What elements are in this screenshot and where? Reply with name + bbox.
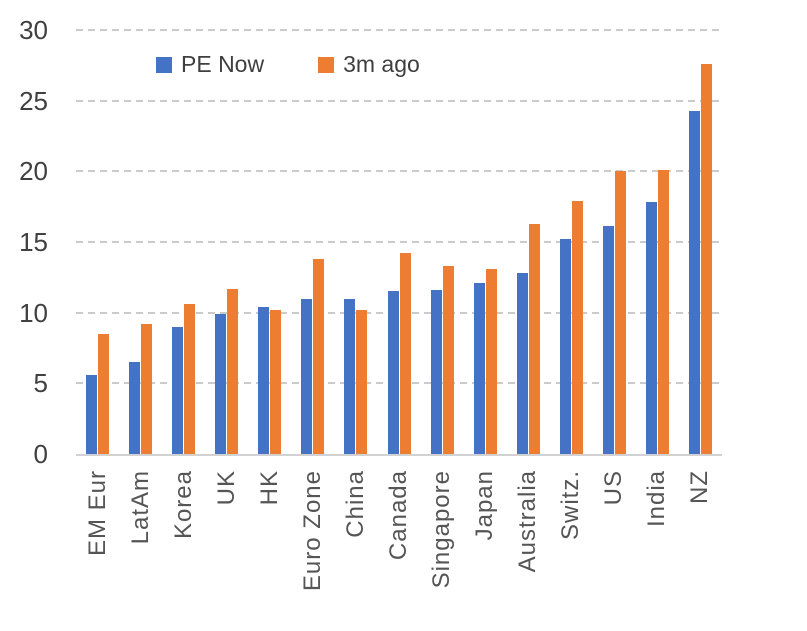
bar-pe-now-australia — [516, 273, 528, 454]
bar-3m-ago-us — [614, 171, 626, 454]
x-label-wrap-singapore: Singapore — [428, 470, 456, 589]
bar-3m-ago-australia — [528, 223, 540, 454]
x-axis-label-nz: NZ — [686, 470, 714, 504]
bar-3m-ago-hk — [270, 309, 282, 454]
bar-3m-ago-em-eur — [98, 333, 110, 454]
legend-item-pe-now: PE Now — [156, 51, 264, 78]
x-label-wrap-euro-zone: Euro Zone — [298, 470, 326, 592]
x-label-wrap-australia: Australia — [514, 470, 542, 573]
gridline-5 — [76, 382, 722, 385]
bar-3m-ago-china — [356, 309, 368, 454]
x-label-wrap-uk: UK — [212, 470, 240, 506]
bar-3m-ago-india — [657, 169, 669, 454]
bar-pe-now-hk — [258, 307, 270, 454]
gridline-10 — [76, 311, 722, 314]
x-label-wrap-india: India — [643, 470, 671, 528]
bar-3m-ago-latam — [141, 323, 153, 454]
x-label-wrap-us: US — [600, 470, 628, 506]
x-axis-label-australia: Australia — [514, 470, 542, 573]
gridline-30 — [76, 29, 722, 31]
bar-pe-now-india — [645, 202, 657, 454]
bar-3m-ago-canada — [399, 253, 411, 454]
y-tick-label-15: 15 — [19, 227, 48, 257]
y-tick-label-5: 5 — [33, 368, 48, 399]
bar-3m-ago-switz — [571, 201, 583, 454]
legend-swatch-3m-ago — [318, 56, 335, 73]
x-axis-label-hk: HK — [255, 470, 283, 506]
bar-pe-now-china — [344, 298, 356, 454]
x-label-wrap-em-eur: EM Eur — [83, 470, 111, 557]
x-axis-label-singapore: Singapore — [428, 470, 456, 589]
bar-pe-now-korea — [172, 326, 184, 454]
x-axis-label-china: China — [341, 470, 369, 538]
x-axis-label-canada: Canada — [385, 470, 412, 561]
bar-3m-ago-singapore — [442, 266, 454, 454]
x-label-wrap-canada: Canada — [385, 470, 412, 561]
x-label-wrap-hk: HK — [255, 470, 283, 506]
bar-pe-now-em-eur — [86, 374, 98, 454]
x-label-wrap-japan: Japan — [471, 470, 499, 541]
x-axis-label-latam: LatAm — [126, 470, 154, 545]
y-tick-label-25: 25 — [19, 85, 48, 116]
y-tick-label-30: 30 — [19, 15, 48, 45]
bar-pe-now-euro-zone — [301, 298, 313, 454]
gridline-25 — [76, 99, 722, 102]
x-label-wrap-korea: Korea — [169, 470, 197, 540]
chart-legend: PE Now 3m ago — [156, 51, 420, 78]
x-axis-label-us: US — [600, 470, 628, 506]
y-tick-label-20: 20 — [19, 156, 48, 187]
bar-pe-now-latam — [129, 362, 141, 454]
bar-pe-now-singapore — [430, 290, 442, 454]
legend-item-3m-ago: 3m ago — [318, 51, 420, 78]
x-label-wrap-china: China — [341, 470, 369, 538]
bar-3m-ago-korea — [184, 304, 196, 454]
x-axis-label-india: India — [643, 470, 671, 528]
bar-3m-ago-nz — [700, 63, 712, 454]
bar-pe-now-canada — [387, 291, 399, 454]
bar-pe-now-japan — [473, 282, 485, 454]
x-axis-line — [76, 454, 722, 456]
x-axis-label-uk: UK — [212, 470, 240, 506]
x-label-wrap-switz: Switz. — [557, 470, 585, 541]
x-axis-label-japan: Japan — [471, 470, 499, 541]
gridline-20 — [76, 170, 722, 173]
bar-pe-now-us — [602, 226, 614, 454]
bar-pe-now-nz — [688, 110, 700, 454]
bar-pe-now-switz — [559, 239, 571, 454]
bar-3m-ago-euro-zone — [313, 258, 325, 454]
x-axis-label-em-eur: EM Eur — [83, 470, 111, 557]
y-tick-label-0: 0 — [33, 439, 48, 469]
legend-label-pe-now: PE Now — [181, 51, 265, 77]
legend-swatch-pe-now — [156, 56, 172, 73]
x-axis-label-switz: Switz. — [557, 470, 585, 541]
bar-3m-ago-uk — [227, 288, 239, 454]
bar-pe-now-uk — [215, 314, 227, 454]
x-axis-label-korea: Korea — [169, 470, 197, 540]
x-axis-label-euro-zone: Euro Zone — [298, 470, 326, 592]
bar-3m-ago-japan — [485, 268, 497, 454]
legend-label-3m-ago: 3m ago — [343, 51, 420, 77]
x-label-wrap-latam: LatAm — [126, 470, 154, 545]
gridline-15 — [76, 241, 722, 243]
y-tick-label-10: 10 — [19, 297, 48, 328]
x-label-wrap-nz: NZ — [686, 470, 714, 504]
